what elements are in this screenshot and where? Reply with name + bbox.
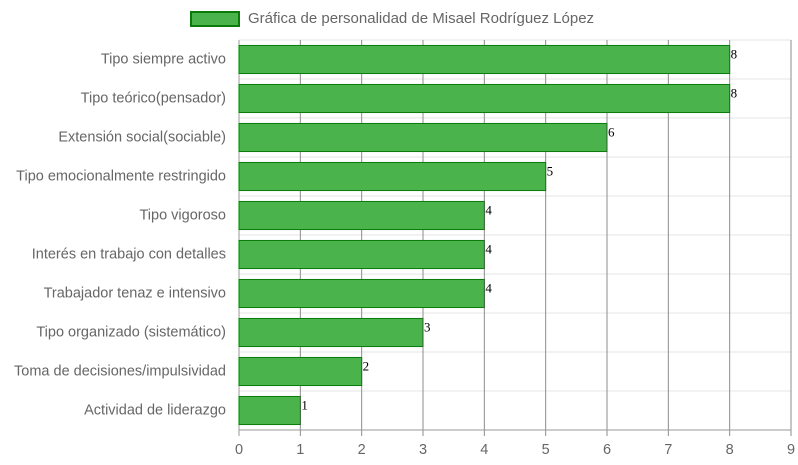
bar[interactable] [238,161,547,192]
category-label: Tipo teórico(pensador) [81,90,226,106]
data-label: 4 [485,202,492,217]
category-label: Trabajador tenaz e intensivo [44,285,226,301]
bar[interactable] [238,317,424,348]
x-tick-label: 0 [235,442,243,458]
bar[interactable] [238,44,731,75]
category-label: Toma de decisiones/impulsividad [14,363,226,379]
bar[interactable] [238,83,731,114]
x-tick-label: 6 [603,442,611,458]
chart-legend[interactable]: Gráfica de personalidad de Misael Rodríg… [190,10,594,27]
x-tick-label: 1 [296,442,304,458]
category-labels: Tipo siempre activo Tipo teórico(pensador… [14,51,226,418]
bar[interactable] [238,356,363,387]
x-tick-label: 2 [358,442,366,458]
data-labels: 8 8 6 5 4 4 4 3 2 1 [301,46,737,412]
x-tick-label: 7 [664,442,672,458]
data-label: 4 [485,280,492,295]
data-label: 6 [608,124,615,139]
bar[interactable] [238,239,485,270]
legend-swatch [190,10,240,27]
data-label: 4 [485,241,492,256]
category-label: Tipo vigoroso [139,207,226,223]
legend-label: Gráfica de personalidad de Misael Rodríg… [248,10,595,27]
bar[interactable] [238,278,485,309]
data-label: 1 [301,397,308,412]
x-tick-label: 8 [726,442,734,458]
data-label: 8 [731,46,738,61]
category-label: Tipo siempre activo [101,51,226,67]
bar[interactable] [238,200,485,231]
bar[interactable] [238,395,301,426]
x-tick-label: 5 [542,442,550,458]
x-tick-label: 4 [480,442,488,458]
data-label: 8 [731,85,738,100]
data-label: 5 [547,163,554,178]
x-tick-label: 9 [787,442,795,458]
data-label: 2 [363,358,370,373]
category-label: Actividad de liderazgo [84,402,226,418]
category-label: Extensión social(sociable) [58,129,226,145]
data-label: 3 [424,319,431,334]
x-tick-label: 3 [419,442,427,458]
category-label: Tipo organizado (sistemático) [36,324,226,340]
bars [238,44,731,426]
bar[interactable] [238,122,608,153]
category-label: Interés en trabajo con detalles [32,246,226,262]
category-label: Tipo emocionalmente restringido [16,168,226,184]
x-axis-ticks: 0 1 2 3 4 5 6 7 8 9 [235,442,795,458]
